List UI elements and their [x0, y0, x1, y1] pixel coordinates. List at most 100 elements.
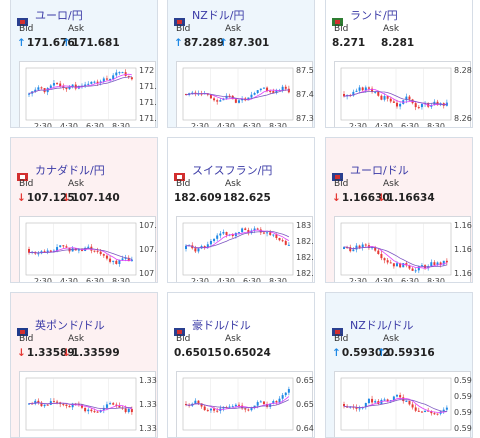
candle-body: [40, 402, 43, 407]
candle-body: [96, 250, 99, 252]
candle-body: [59, 245, 62, 248]
mini-chart[interactable]: 172 171.8 171.6 171.4 2:30 4:30 6:30 8:30: [19, 61, 157, 128]
candle-body: [367, 398, 370, 404]
mini-chart[interactable]: 107.4 107.2 107 2:30 4:30 6:30 8:30: [19, 216, 157, 283]
candle-body: [197, 248, 200, 252]
currency-pair-link[interactable]: NZドル/円: [192, 9, 245, 22]
candle-body: [52, 250, 55, 252]
candle-body: [275, 401, 278, 403]
ask-value-text: 8.281: [381, 37, 415, 49]
candle-body: [374, 91, 377, 93]
ask-value: 182.625: [223, 192, 271, 204]
candle-body: [206, 410, 209, 412]
mini-chart[interactable]: 0.651 0.65 0.649: [176, 371, 314, 437]
rate-card[interactable]: ユーロ/ドルBidAsk↓1.16630↓1.166341.1661.1641.…: [325, 137, 473, 283]
mini-chart[interactable]: 0.594 0.5935 0.593 0.5925: [334, 371, 472, 437]
candle-body: [405, 263, 408, 266]
candle-body: [241, 405, 244, 409]
currency-pair-link[interactable]: ユーロ/円: [35, 9, 83, 22]
candle-body: [445, 260, 448, 263]
candle-body: [96, 411, 99, 413]
candle-body: [386, 399, 389, 402]
candle-body: [206, 244, 209, 248]
candle-body: [262, 401, 265, 405]
mini-chart[interactable]: 1.166 1.164 1.162 2:30 4:30 6:30 8:30: [334, 216, 472, 282]
bid-value-text: 171.676: [26, 37, 75, 49]
currency-pair-link[interactable]: カナダドル/円: [35, 164, 105, 177]
bid-label: Bid: [19, 334, 34, 344]
candle-body: [259, 88, 262, 91]
candle-body: [49, 250, 52, 252]
candle-body: [287, 244, 290, 246]
y-tick-label: 171.6: [139, 98, 157, 107]
rate-card-header: 英ポンド/ドル: [17, 317, 105, 336]
candle-body: [185, 404, 187, 405]
candle-body: [383, 399, 386, 401]
rate-card[interactable]: カナダドル/円BidAsk↓107.125↓107.140107.4107.21…: [10, 137, 158, 283]
y-tick-label: 87.5: [296, 66, 314, 75]
candle-body: [71, 403, 74, 408]
rate-card[interactable]: ランド/円 Bid Ask 8.271 8.281 8.28 8.26 2:30 4:30 6:3…: [325, 0, 473, 128]
nz-us-flag-icon: [332, 321, 343, 336]
y-tick-label: 172: [139, 66, 155, 75]
x-tick-label: 8:30: [112, 122, 130, 128]
mini-chart[interactable]: 8.28 8.26 2:30 4:30 6:30 8:30: [334, 61, 472, 128]
candle-body: [219, 233, 222, 236]
candle-body: [250, 230, 253, 234]
y-tick-label: 0.5935: [454, 392, 472, 401]
y-tick-label: 107.2: [139, 245, 157, 254]
candle-body: [247, 229, 250, 234]
ask-value: ↑0.59316: [377, 347, 435, 359]
moving-average-line: [344, 246, 447, 268]
currency-pair-link[interactable]: ランド/円: [350, 9, 398, 22]
candle-body: [65, 88, 68, 90]
candle-body: [121, 72, 124, 74]
y-tick-label: 1.166: [454, 221, 472, 230]
candle-body: [112, 403, 115, 405]
currency-pair-link[interactable]: ユーロ/ドル: [350, 164, 409, 177]
candle-body: [442, 260, 445, 265]
candle-body: [414, 103, 417, 108]
bid-value-text: 1.16630: [341, 192, 390, 204]
candle-body: [278, 398, 281, 403]
x-tick-label: 2:30: [34, 277, 52, 283]
candle-body: [284, 392, 287, 396]
rate-card[interactable]: NZドル/ドルBidAsk↑0.59302↑0.593160.5940.5935…: [325, 292, 473, 438]
candle-body: [424, 410, 427, 413]
candle-body: [374, 401, 377, 403]
x-tick-label: 6:30: [86, 122, 104, 128]
mini-chart[interactable]: 1.336 1.334 1.332: [19, 371, 157, 437]
candle-body: [77, 403, 80, 405]
mini-chart[interactable]: 183 182.8 182.6 182.4 2:30 4:30 6:30 8:30: [176, 216, 314, 282]
candle-body: [275, 90, 278, 93]
rate-card[interactable]: ユーロ/円BidAsk↑171.676↑171.681172171.8171.6…: [10, 0, 158, 128]
candle-body: [28, 403, 30, 405]
candle-body: [213, 238, 216, 241]
currency-pair-link[interactable]: スイスフラン/円: [192, 164, 273, 177]
candlestick-plot: [182, 377, 294, 431]
candle-body: [81, 404, 83, 408]
candle-body: [96, 81, 99, 83]
rate-card[interactable]: 英ポンド/ドルBidAsk↓1.33589↓1.335991.3361.3341…: [10, 292, 158, 438]
y-tick-label: 87.3: [296, 114, 314, 123]
rate-card[interactable]: NZドル/円 Bid Ask ↑87.289 ↑87.301 87.5 87.4 87.3 2:…: [167, 0, 315, 128]
x-tick-label: 2:30: [349, 122, 367, 128]
bid-label: Bid: [19, 179, 34, 189]
ask-value: 0.65024: [223, 347, 271, 359]
candle-body: [238, 232, 240, 234]
currency-pair-link[interactable]: NZドル/ドル: [350, 319, 414, 332]
candle-body: [209, 94, 212, 99]
candle-body: [355, 90, 358, 92]
bid-value-text: 107.125: [26, 192, 75, 204]
candle-body: [250, 408, 253, 411]
currency-pair-link[interactable]: 英ポンド/ドル: [35, 319, 105, 332]
currency-pair-link[interactable]: 豪ドル/ドル: [192, 319, 251, 332]
candle-body: [358, 245, 361, 248]
candle-body: [383, 258, 386, 261]
bid-value-text: 0.59302: [341, 347, 390, 359]
mini-chart[interactable]: 87.5 87.4 87.3 2:30 4:30 6:30 8:30: [176, 61, 314, 127]
candle-body: [105, 255, 108, 259]
candle-body: [278, 237, 281, 241]
